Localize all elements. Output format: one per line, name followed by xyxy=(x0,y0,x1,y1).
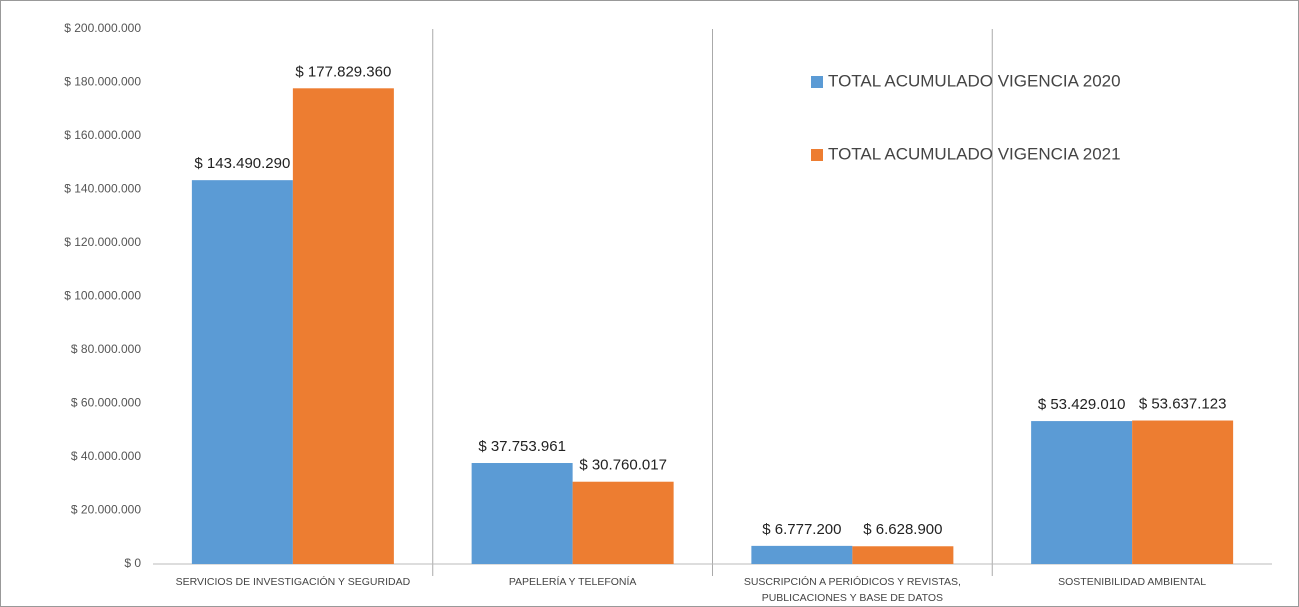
bar xyxy=(292,88,394,565)
y-tick-label: $ 100.000.000 xyxy=(64,289,141,303)
x-tick-label: SOSTENIBILIDAD AMBIENTAL xyxy=(1058,576,1207,588)
value-label: $ 53.637.123 xyxy=(1139,395,1227,412)
value-label: $ 37.753.961 xyxy=(478,438,566,455)
bar xyxy=(1132,420,1234,564)
bar xyxy=(191,180,293,565)
bar xyxy=(1031,421,1133,564)
x-tick-label: SERVICIOS DE INVESTIGACIÓN Y SEGURIDAD xyxy=(175,576,411,588)
value-label: $ 30.760.017 xyxy=(579,457,667,474)
x-tick-label: PAPELERÍA Y TELEFONÍA xyxy=(508,576,637,588)
legend-label: TOTAL ACUMULADO VIGENCIA 2020 xyxy=(828,71,1121,90)
legend-label: TOTAL ACUMULADO VIGENCIA 2021 xyxy=(828,144,1121,163)
value-label: $ 6.628.900 xyxy=(863,521,942,538)
y-tick-label: $ 180.000.000 xyxy=(64,75,141,89)
y-tick-label: $ 200.000.000 xyxy=(64,21,141,35)
legend-swatch xyxy=(811,149,823,161)
y-tick-label: $ 80.000.000 xyxy=(71,342,141,356)
y-tick-label: $ 20.000.000 xyxy=(71,503,141,517)
y-tick-label: $ 140.000.000 xyxy=(64,182,141,196)
bar xyxy=(751,545,853,564)
bar xyxy=(471,463,573,564)
y-tick-label: $ 160.000.000 xyxy=(64,128,141,142)
y-tick-label: $ 40.000.000 xyxy=(71,449,141,463)
value-label: $ 143.490.290 xyxy=(194,155,290,172)
value-label: $ 53.429.010 xyxy=(1038,396,1126,413)
y-tick-label: $ 0 xyxy=(124,556,141,570)
y-tick-label: $ 120.000.000 xyxy=(64,235,141,249)
bar xyxy=(852,546,954,564)
legend-swatch xyxy=(811,76,823,88)
x-tick-label: SUSCRIPCIÓN A PERIÓDICOS Y REVISTAS, PUB… xyxy=(743,576,961,604)
value-label: $ 6.777.200 xyxy=(762,521,841,538)
value-label: $ 177.829.360 xyxy=(295,63,391,80)
y-tick-label: $ 60.000.000 xyxy=(71,396,141,410)
bar xyxy=(572,481,674,564)
